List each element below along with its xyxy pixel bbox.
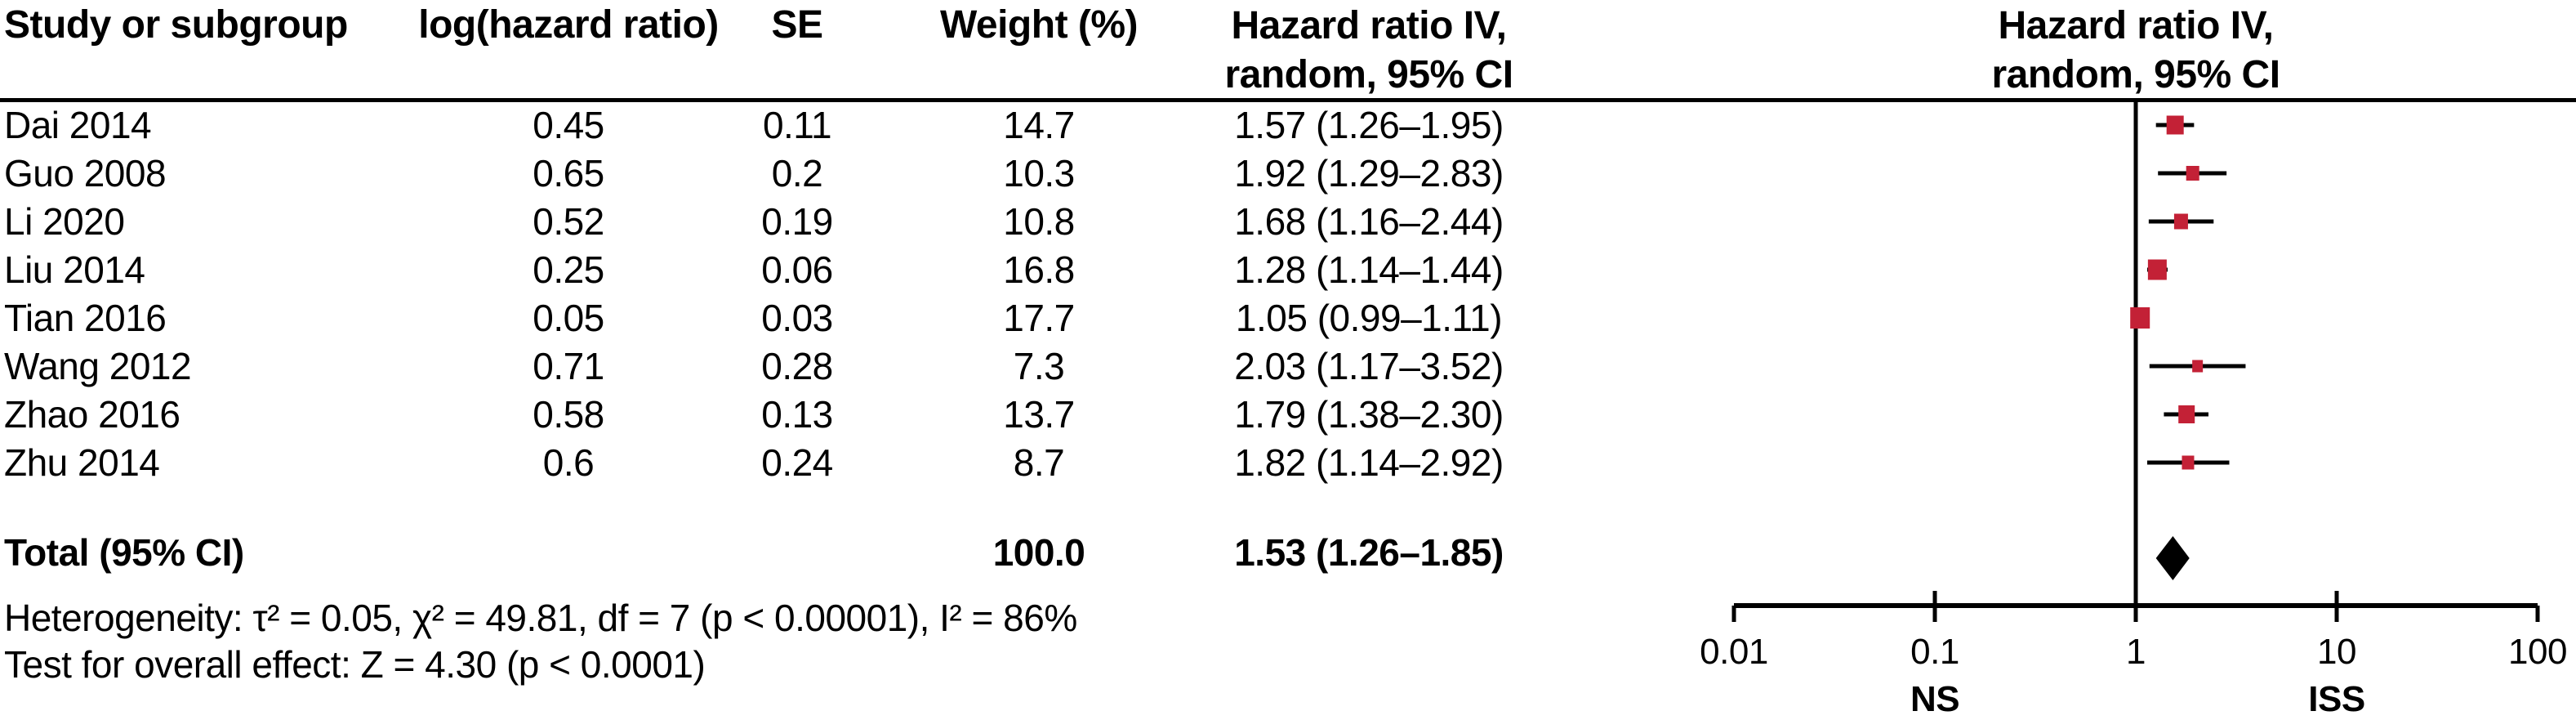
- se-value: 0.03: [761, 297, 833, 339]
- heterogeneity-stats: Heterogeneity: τ² = 0.05, χ² = 49.81, df…: [4, 597, 1077, 639]
- se-value: 0.11: [762, 104, 832, 146]
- hr-ci-value: 2.03 (1.17–3.52): [1234, 345, 1504, 387]
- hr-ci-value: 1.28 (1.14–1.44): [1234, 248, 1504, 291]
- header-hazard-ratio-text-line1: Hazard ratio IV,: [1231, 4, 1507, 47]
- hr-ci-value: 1.82 (1.14–2.92): [1234, 441, 1504, 484]
- total-row: Total (95% CI) 100.0 1.53 (1.26–1.85): [0, 529, 1552, 576]
- study-name: Zhao 2016: [4, 393, 180, 436]
- weight-value: 10.3: [1003, 152, 1075, 195]
- study-name: Wang 2012: [4, 345, 192, 387]
- axis-tick-label: 0.1: [1910, 632, 1959, 672]
- axis-tick-label: 1: [2126, 632, 2146, 672]
- header-weight: Weight (%): [939, 3, 1139, 47]
- log-hazard-ratio-value: 0.52: [533, 200, 604, 243]
- hr-ci-value: 1.05 (0.99–1.11): [1235, 297, 1503, 339]
- study-name: Guo 2008: [4, 152, 167, 195]
- effect-marker: [2173, 213, 2188, 230]
- log-hazard-ratio-value: 0.6: [542, 441, 595, 484]
- header-se: SE: [771, 3, 823, 47]
- se-value: 0.06: [761, 248, 833, 291]
- table-row: Dai 2014 0.45 0.11 14.7 1.57 (1.26–1.95): [0, 101, 1552, 149]
- effect-marker: [2186, 166, 2199, 181]
- header-hazard-ratio-plot-column: Hazard ratio IV, random, 95% CI: [1960, 2, 2311, 100]
- effect-marker: [2192, 360, 2204, 373]
- table-row: Zhao 2016 0.58 0.13 13.7 1.79 (1.38–2.30): [0, 391, 1552, 438]
- log-hazard-ratio-value: 0.71: [533, 345, 604, 387]
- effect-marker: [2147, 259, 2167, 280]
- hr-ci-value: 1.57 (1.26–1.95): [1234, 104, 1504, 146]
- weight-value: 8.7: [1013, 441, 1065, 484]
- se-value: 0.2: [771, 152, 823, 195]
- table-row: Liu 2014 0.25 0.06 16.8 1.28 (1.14–1.44): [0, 246, 1552, 293]
- header-log-hazard-ratio: log(hazard ratio): [418, 3, 719, 47]
- weight-value: 7.3: [1013, 345, 1065, 387]
- table-row: Tian 2016 0.05 0.03 17.7 1.05 (0.99–1.11): [0, 294, 1552, 342]
- se-value: 0.19: [761, 200, 833, 243]
- favours-left-label: NS: [1910, 679, 1959, 719]
- header-hazard-ratio-text-column: Hazard ratio IV, random, 95% CI: [1197, 2, 1540, 100]
- header-hazard-ratio-text-line2: random, 95% CI: [1224, 53, 1513, 96]
- header-hazard-ratio-plot-line1: Hazard ratio IV,: [1998, 4, 2274, 47]
- study-name: Liu 2014: [4, 248, 145, 291]
- overall-effect-stats: Test for overall effect: Z = 4.30 (p < 0…: [4, 643, 706, 686]
- hr-ci-value: 1.92 (1.29–2.83): [1234, 152, 1504, 195]
- se-value: 0.13: [761, 393, 833, 436]
- table-row: Wang 2012 0.71 0.28 7.3 2.03 (1.17–3.52): [0, 342, 1552, 390]
- table-row: Guo 2008 0.65 0.2 10.3 1.92 (1.29–2.83): [0, 150, 1552, 197]
- total-label: Total (95% CI): [4, 531, 244, 574]
- effect-marker: [2182, 455, 2195, 470]
- hr-ci-value: 1.79 (1.38–2.30): [1234, 393, 1504, 436]
- weight-value: 13.7: [1003, 393, 1075, 436]
- header-hazard-ratio-plot-line2: random, 95% CI: [1991, 53, 2280, 96]
- weight-value: 14.7: [1003, 104, 1075, 146]
- effect-marker: [2178, 405, 2195, 423]
- study-name: Li 2020: [4, 200, 125, 243]
- total-hr-ci: 1.53 (1.26–1.85): [1234, 531, 1504, 574]
- axis-tick-label: 0.01: [1700, 632, 1768, 672]
- log-hazard-ratio-value: 0.05: [533, 297, 604, 339]
- study-name: Tian 2016: [4, 297, 167, 339]
- log-hazard-ratio-value: 0.25: [533, 248, 604, 291]
- hr-ci-value: 1.68 (1.16–2.44): [1234, 200, 1504, 243]
- table-row: Li 2020 0.52 0.19 10.8 1.68 (1.16–2.44): [0, 198, 1552, 245]
- weight-value: 10.8: [1003, 200, 1075, 243]
- axis-tick-label: 10: [2317, 632, 2356, 672]
- log-hazard-ratio-value: 0.65: [533, 152, 604, 195]
- effect-marker: [2166, 115, 2184, 135]
- study-name: Dai 2014: [4, 104, 152, 146]
- total-diamond: [2155, 536, 2190, 580]
- weight-value: 17.7: [1003, 297, 1075, 339]
- se-value: 0.28: [761, 345, 833, 387]
- table-row: Zhu 2014 0.6 0.24 8.7 1.82 (1.14–2.92): [0, 439, 1552, 486]
- effect-marker: [2130, 307, 2150, 329]
- log-hazard-ratio-value: 0.45: [533, 104, 604, 146]
- axis-tick-label: 100: [2508, 632, 2567, 672]
- header-divider-rule: [0, 98, 2576, 102]
- log-hazard-ratio-value: 0.58: [533, 393, 604, 436]
- total-weight: 100.0: [992, 531, 1085, 574]
- weight-value: 16.8: [1003, 248, 1075, 291]
- study-name: Zhu 2014: [4, 441, 160, 484]
- header-study: Study or subgroup: [4, 3, 348, 47]
- se-value: 0.24: [761, 441, 833, 484]
- favours-right-label: ISS: [2308, 679, 2364, 719]
